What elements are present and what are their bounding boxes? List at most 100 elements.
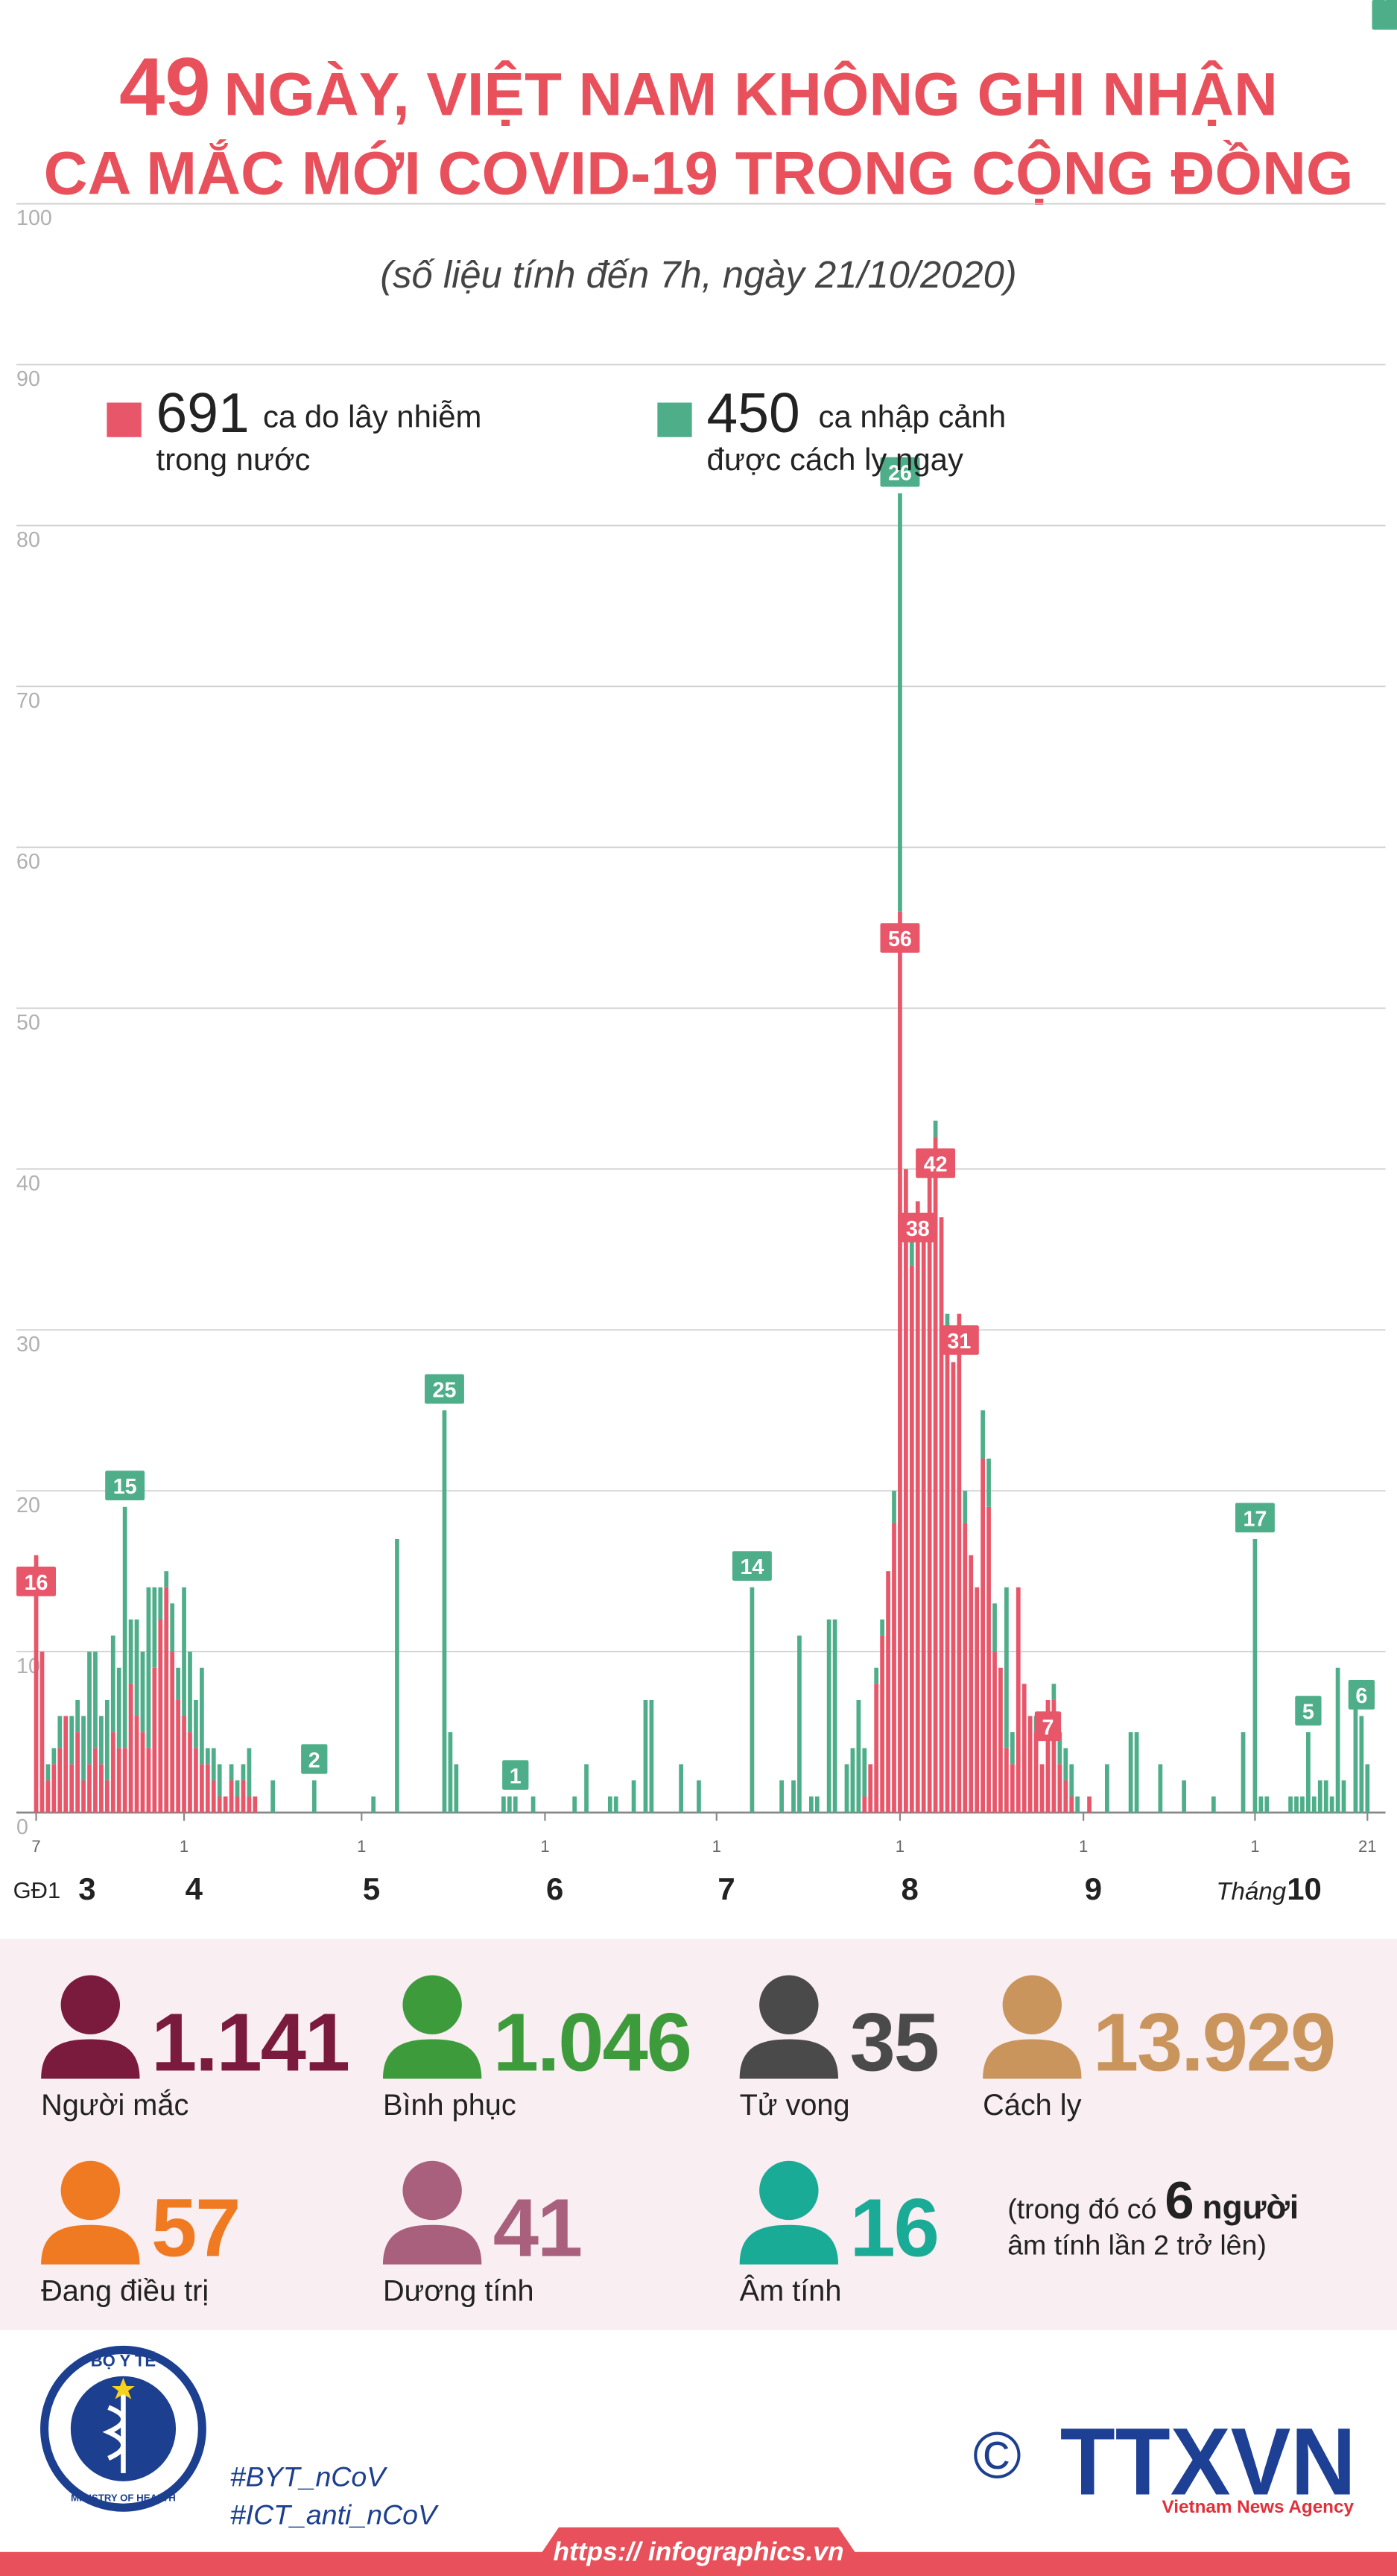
hashtag: #ICT_anti_nCoV: [230, 2499, 439, 2530]
bar-segment: [110, 1635, 115, 1733]
bar-segment: [200, 1764, 204, 1813]
bar-segment: [75, 1732, 80, 1813]
bar-segment: [45, 1780, 51, 1813]
bar-segment: [969, 1555, 974, 1813]
bar-segment: [1027, 1716, 1033, 1813]
bar-segment: [868, 1764, 873, 1813]
x-tick-label: 1: [540, 1837, 549, 1856]
agency-logo: TTXVN: [1060, 2409, 1356, 2516]
bar-segment: [513, 1796, 518, 1813]
value-label: 7: [1042, 1716, 1054, 1739]
month-label: 10: [1287, 1871, 1322, 1906]
bar-segment: [874, 1684, 879, 1813]
value-label-box: [732, 1551, 772, 1581]
bar-segment: [992, 1652, 997, 1813]
title: 49 NGÀY, VIỆT NAM KHÔNG GHI NHẬN: [119, 41, 1278, 133]
bar-segment: [1069, 1796, 1074, 1813]
stat-value: 1.141: [151, 1996, 349, 2088]
bar-segment: [182, 1716, 186, 1813]
note-line1: (trong đó có 6 người: [1007, 2171, 1299, 2230]
x-tick-label: 1: [180, 1837, 189, 1856]
value-label: 0: [1379, 0, 1391, 5]
bar-segment: [1341, 1780, 1346, 1813]
bar-segment: [241, 1780, 246, 1813]
bar-segment: [122, 1506, 127, 1748]
bar-segment: [146, 1748, 151, 1813]
stat-label: Dương tính: [383, 2274, 534, 2307]
x-tick-label: 1: [712, 1837, 721, 1856]
legend-name: ca nhập cảnh: [819, 399, 1007, 434]
bar-segment: [146, 1587, 151, 1748]
stat-value: 35: [849, 1996, 937, 2088]
value-label-box: [880, 923, 920, 953]
value-label: 14: [740, 1555, 764, 1579]
stat-value: 41: [493, 2183, 581, 2274]
bar-segment: [933, 1120, 938, 1138]
title-number: 49: [119, 41, 211, 133]
value-label: 15: [113, 1475, 137, 1499]
bar-segment: [116, 1667, 121, 1748]
value-label: 56: [888, 927, 912, 951]
bar-segment: [844, 1764, 849, 1813]
bar-segment: [1252, 1538, 1258, 1813]
legend: 691 ca do lây nhiễm trong nước 450 ca nhập c…: [107, 381, 1006, 477]
bar-segment: [939, 1217, 944, 1813]
bar-segment: [1353, 1684, 1358, 1813]
bar-segment: [1010, 1764, 1015, 1813]
bar-segment: [898, 493, 902, 912]
y-tick-label: 100: [16, 206, 52, 230]
bar-segment: [1128, 1732, 1133, 1813]
bar-segment: [909, 1233, 914, 1266]
value-label-box: [939, 1325, 979, 1355]
value-label-box: [1235, 1503, 1275, 1533]
bar-segment: [862, 1796, 867, 1813]
bar-segment: [87, 1764, 92, 1813]
person-body: [382, 2039, 482, 2079]
month-prefix: Tháng: [1216, 1878, 1286, 1906]
bar-segment: [981, 1459, 985, 1813]
value-label-box: [16, 1567, 56, 1596]
bar-segment: [814, 1796, 820, 1813]
bar-segment: [116, 1748, 121, 1813]
bar-segment: [1294, 1796, 1299, 1813]
bar-segment: [945, 1330, 950, 1813]
bar-segment: [51, 1748, 57, 1765]
bar-segment: [205, 1764, 210, 1813]
bar-segment: [808, 1796, 814, 1813]
value-label: 42: [924, 1152, 948, 1176]
bar-segment: [963, 1491, 968, 1523]
bar-segment: [253, 1796, 258, 1813]
logo-bottom: MINISTRY OF HEALTH: [71, 2492, 176, 2503]
bar-segment: [892, 1523, 896, 1813]
bar-segment: [229, 1764, 234, 1780]
bar-segment: [158, 1587, 163, 1619]
stat-label: Cách ly: [983, 2089, 1081, 2122]
bar-segment: [99, 1764, 104, 1813]
x-tick-label: 1: [896, 1837, 905, 1856]
bar-segment: [158, 1619, 163, 1813]
person-head: [759, 1975, 819, 2034]
bar-segment: [247, 1796, 252, 1813]
bar-segment: [915, 1201, 920, 1813]
bar-segment: [194, 1748, 198, 1813]
value-label: 6: [1355, 1684, 1367, 1708]
value-label-box: [1372, 0, 1397, 30]
title-line2: CA MẮC MỚI COVID-19 TRONG CỘNG ĐỒNG: [44, 139, 1354, 207]
person-head: [1002, 1975, 1062, 2034]
bar-segment: [1105, 1764, 1109, 1813]
x-tick-label: 1: [1250, 1837, 1259, 1856]
bar-segment: [51, 1764, 57, 1813]
bar-segment: [1063, 1748, 1068, 1780]
stat-value: 16: [849, 2183, 937, 2274]
bar-segment: [176, 1699, 180, 1813]
x-tick-label: 7: [31, 1837, 40, 1856]
bar-segment: [270, 1780, 276, 1813]
legend-name: được cách ly ngay: [707, 442, 963, 477]
person-head: [759, 2160, 819, 2221]
bar-segment: [898, 911, 902, 1813]
bar-segment: [39, 1652, 45, 1813]
value-label-box: [105, 1471, 145, 1500]
bar-segment: [507, 1796, 512, 1813]
